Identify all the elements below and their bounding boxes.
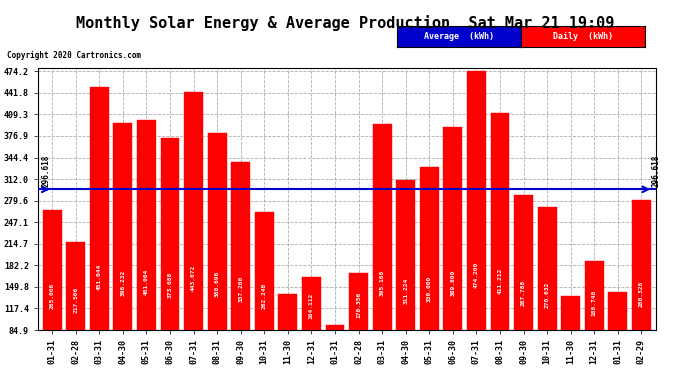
Bar: [326, 325, 344, 330]
Bar: [184, 92, 203, 330]
Text: 262.248: 262.248: [262, 283, 267, 309]
Text: 270.632: 270.632: [544, 282, 549, 308]
Bar: [420, 167, 439, 330]
Text: 170.356: 170.356: [356, 292, 361, 318]
Text: 330.000: 330.000: [426, 276, 432, 302]
Bar: [609, 292, 627, 330]
Bar: [302, 278, 321, 330]
Text: 411.212: 411.212: [497, 268, 502, 294]
Bar: [113, 123, 132, 330]
Text: 280.328: 280.328: [639, 281, 644, 307]
Text: 389.800: 389.800: [451, 270, 455, 296]
Bar: [161, 138, 179, 330]
Bar: [444, 128, 462, 330]
Text: 373.688: 373.688: [168, 272, 172, 298]
Bar: [90, 87, 108, 330]
Bar: [396, 180, 415, 330]
Text: 217.506: 217.506: [73, 287, 78, 314]
Bar: [66, 242, 85, 330]
Bar: [514, 195, 533, 330]
Text: 401.064: 401.064: [144, 269, 149, 295]
Text: 296.618: 296.618: [652, 155, 661, 188]
Text: 188.748: 188.748: [592, 290, 597, 316]
Text: 337.200: 337.200: [238, 275, 243, 302]
Text: Copyright 2020 Cartronics.com: Copyright 2020 Cartronics.com: [7, 51, 141, 60]
Bar: [585, 261, 604, 330]
Text: 395.168: 395.168: [380, 270, 384, 296]
Text: 443.072: 443.072: [191, 265, 196, 291]
Text: 311.224: 311.224: [403, 278, 408, 304]
Bar: [278, 294, 297, 330]
Text: 451.044: 451.044: [97, 264, 101, 290]
Bar: [208, 134, 226, 330]
Bar: [632, 200, 651, 330]
Text: 380.696: 380.696: [215, 271, 219, 297]
Text: Average  (kWh): Average (kWh): [424, 32, 494, 41]
Text: 296.618: 296.618: [41, 155, 50, 188]
Bar: [43, 210, 61, 330]
Text: Monthly Solar Energy & Average Production  Sat Mar 21 19:09: Monthly Solar Energy & Average Productio…: [76, 15, 614, 31]
Text: 474.200: 474.200: [474, 262, 479, 288]
Text: 265.006: 265.006: [50, 282, 55, 309]
Bar: [137, 120, 156, 330]
Text: 396.232: 396.232: [120, 269, 126, 296]
Text: 287.788: 287.788: [521, 280, 526, 306]
Text: 164.112: 164.112: [309, 292, 314, 319]
Text: Daily  (kWh): Daily (kWh): [553, 32, 613, 41]
Bar: [561, 296, 580, 330]
Bar: [349, 273, 368, 330]
Bar: [255, 212, 274, 330]
Bar: [538, 207, 557, 330]
Bar: [491, 113, 509, 330]
Bar: [231, 162, 250, 330]
Bar: [467, 71, 486, 330]
Bar: [373, 124, 391, 330]
